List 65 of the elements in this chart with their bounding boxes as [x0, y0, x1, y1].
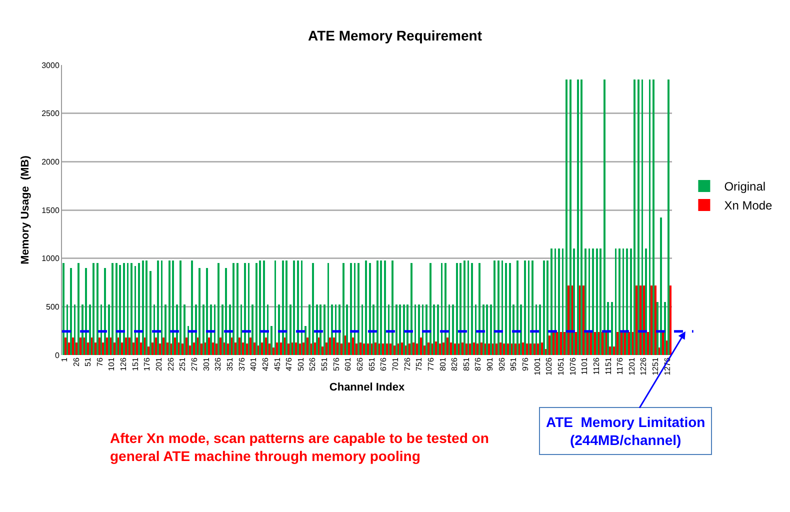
x-tick-label: 251: [178, 357, 188, 371]
x-tick-label: 1051: [556, 357, 566, 376]
legend-label: Original: [724, 180, 766, 194]
x-tick-label: 1176: [616, 357, 625, 375]
x-tick-label: 26: [72, 357, 81, 367]
x-tick-label: 301: [202, 357, 211, 371]
x-tick-label: 926: [497, 357, 506, 371]
x-tick-label: 1201: [627, 357, 636, 376]
x-tick-label: 851: [462, 357, 471, 371]
x-tick-label: 51: [84, 357, 93, 367]
ref-line-label: ATE Memory Limitation (244MB/channel): [546, 414, 706, 448]
x-tick-label: 426: [260, 357, 270, 371]
x-tick-label: 501: [296, 357, 306, 371]
x-tick-label: 376: [237, 357, 246, 371]
x-tick-label: 901: [486, 357, 495, 371]
x-tick-label: 476: [284, 357, 294, 371]
x-tick-label: 1151: [604, 357, 613, 375]
x-tick-label: 651: [367, 357, 376, 371]
x-tick-label: 676: [379, 357, 388, 371]
x-tick-label: 876: [474, 357, 483, 371]
x-tick-label: 1026: [544, 357, 554, 376]
x-axis-title: Channel Index: [329, 382, 406, 394]
x-tick-label: 601: [344, 357, 353, 371]
y-tick-label: 2500: [42, 109, 60, 118]
text: After Xn mode, scan patterns are capable to be tested on general ATE machine through memory pooling: [110, 430, 489, 464]
x-tick-label: 351: [225, 357, 234, 371]
y-tick-label: 1000: [42, 254, 60, 264]
x-tick-label: 1251: [651, 357, 660, 376]
x-tick-label: 626: [356, 357, 365, 371]
x-tick-label: 701: [390, 357, 400, 371]
x-tick-label: 976: [521, 357, 530, 371]
y-axis-title: Memory Usage (MB): [19, 155, 32, 264]
x-tick-label: 101: [107, 357, 116, 371]
y-tick-label: 0: [54, 350, 60, 360]
x-tick-label: 176: [142, 357, 152, 371]
x-tick-label: 826: [450, 357, 460, 371]
x-tick-label: 151: [130, 357, 140, 371]
y-tick-label: 1500: [42, 206, 60, 215]
x-tick-label: 951: [509, 357, 518, 371]
x-tick-label: 226: [166, 357, 176, 371]
y-tick-label: 3000: [42, 60, 60, 70]
chart-title: ATE Memory Requirement: [308, 28, 482, 44]
x-tick-label: 726: [402, 357, 412, 371]
x-tick-label: 326: [214, 357, 223, 371]
x-tick-label: 1001: [532, 357, 542, 376]
legend-label: Xn Mode: [724, 198, 773, 213]
y-tick-label: 2000: [42, 157, 60, 166]
x-tick-label: 1126: [592, 357, 601, 375]
x-tick-label: 276: [190, 357, 199, 371]
x-tick-label: 751: [414, 357, 424, 371]
x-tick-label: 1226: [639, 357, 648, 376]
x-tick-label: 801: [438, 357, 448, 371]
x-tick-label: 776: [426, 357, 436, 371]
x-tick-label: 551: [320, 357, 330, 371]
x-tick-label: 1101: [580, 357, 590, 375]
x-tick-label: 76: [95, 357, 104, 367]
y-tick-label: 500: [46, 302, 60, 312]
x-tick-label: 401: [249, 357, 258, 371]
x-tick-label: 526: [308, 357, 318, 371]
x-tick-label: 576: [332, 357, 341, 371]
x-tick-label: 126: [119, 357, 128, 371]
x-tick-label: 1: [60, 357, 69, 362]
x-tick-label: 1076: [568, 357, 578, 376]
x-tick-label: 451: [272, 357, 282, 371]
x-tick-label: 201: [154, 357, 164, 371]
